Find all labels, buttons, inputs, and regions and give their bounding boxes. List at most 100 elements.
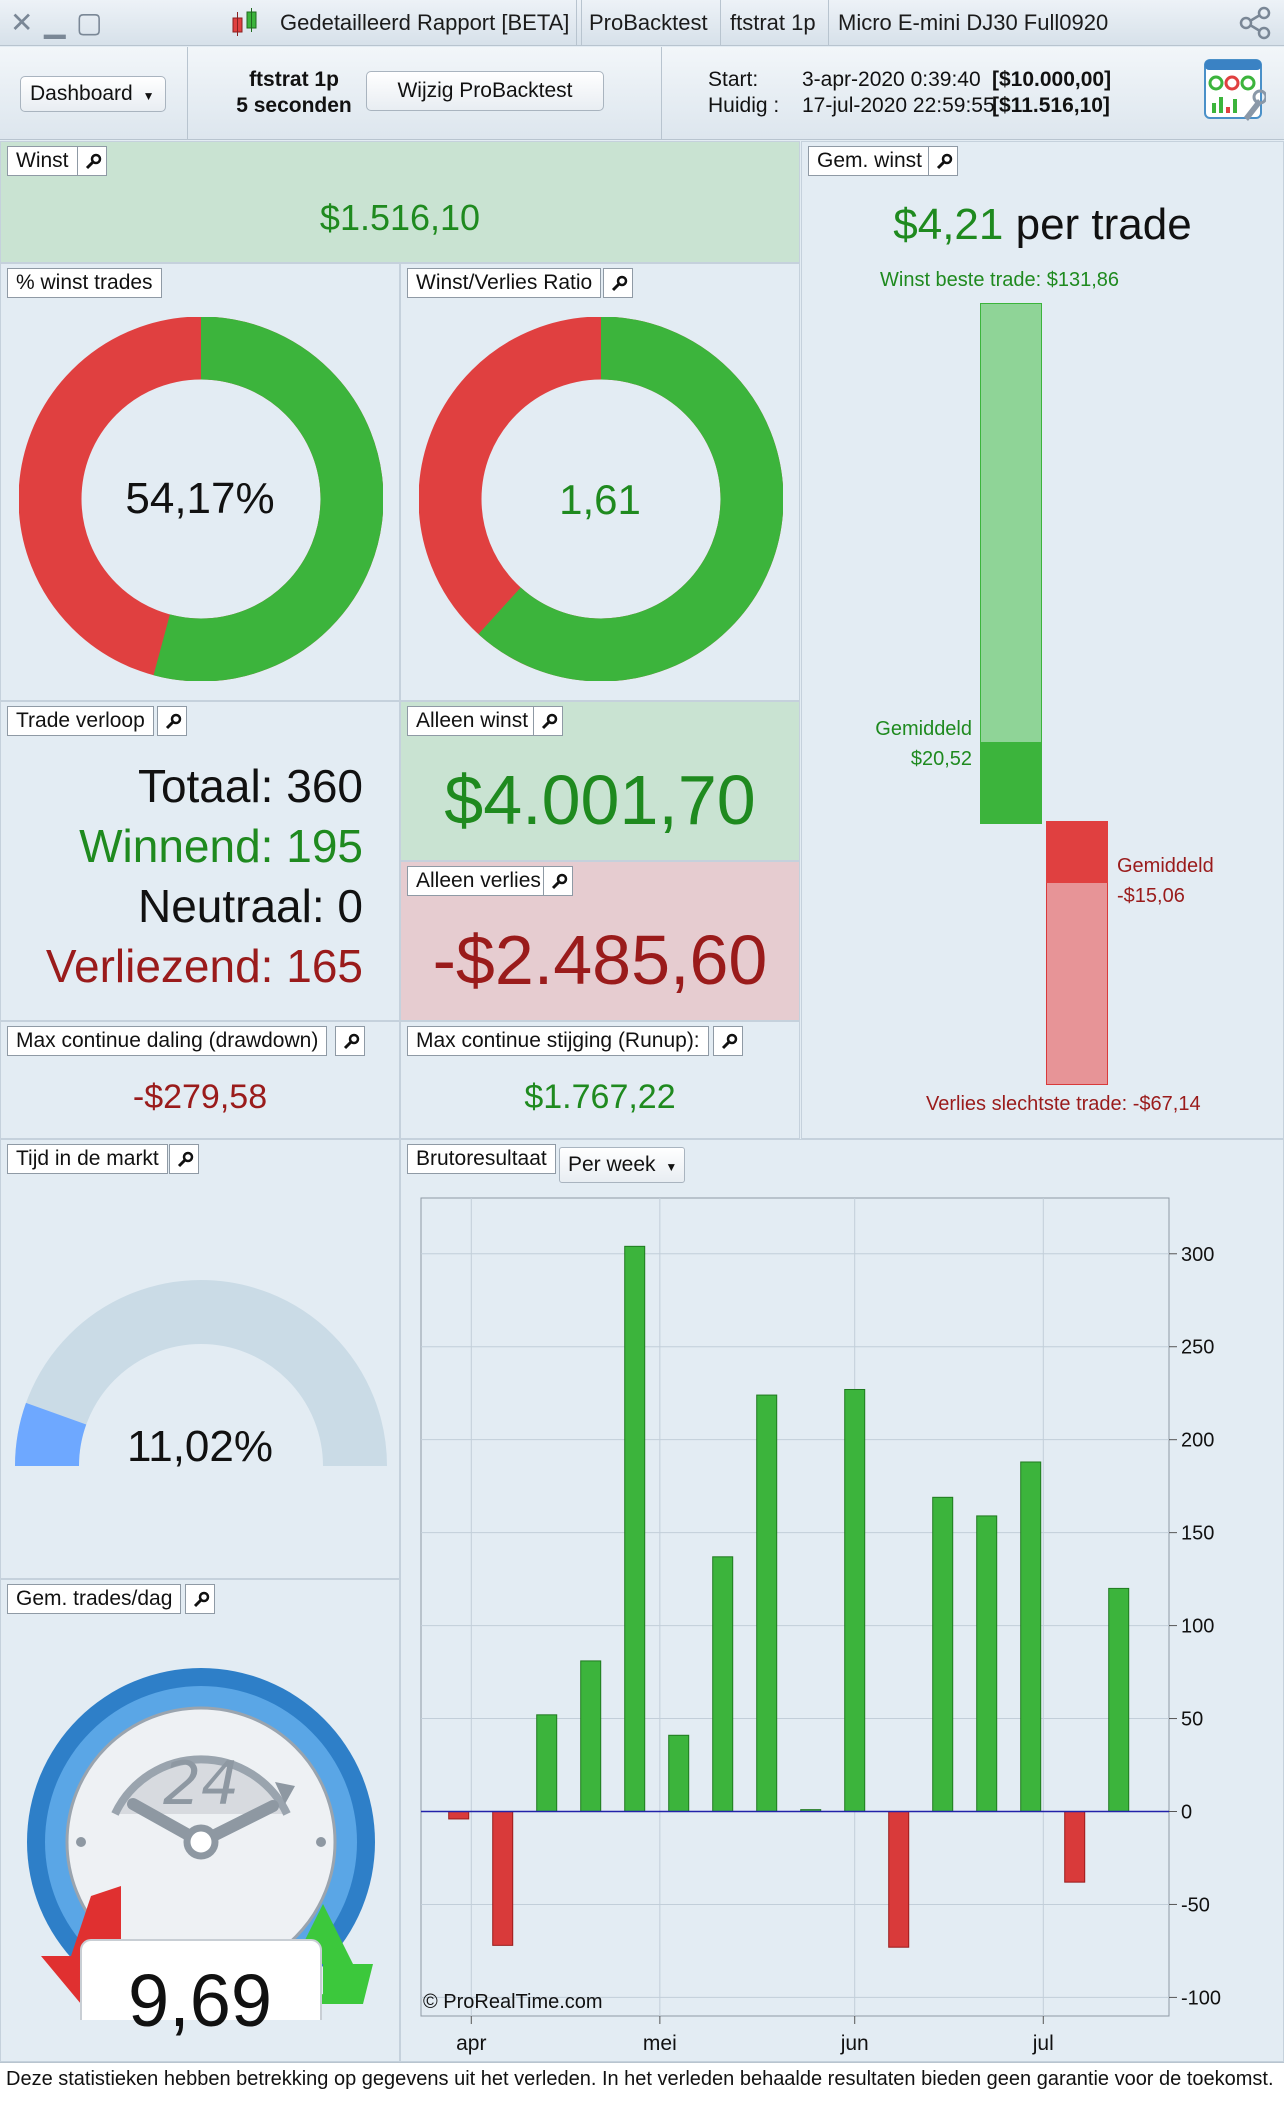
alleen-winst-panel: Alleen winst $4.001,70	[400, 701, 800, 861]
x-tick-label: jun	[840, 2032, 869, 2055]
neutral-trades: Neutraal: 0	[137, 880, 363, 932]
winning-trades: Winnend: 195	[79, 820, 363, 872]
current-capital: [$11.516,10]	[992, 94, 1110, 117]
chart-bar	[668, 1734, 690, 1813]
pct-winst-donut	[19, 317, 383, 681]
edit-probacktest-button[interactable]: Wijzig ProBacktest	[366, 71, 604, 111]
tijd-markt-panel: Tijd in de markt 11,02%	[0, 1139, 400, 1579]
chart-bar	[1108, 1587, 1130, 1812]
report-settings-icon[interactable]	[1204, 59, 1266, 123]
tab-probacktest[interactable]: ProBacktest	[576, 0, 721, 46]
drawdown-label: Max continue daling (drawdown)	[7, 1026, 328, 1056]
wv-ratio-value: 1,61	[559, 476, 641, 523]
y-tick-label: -50	[1181, 1894, 1210, 1916]
losing-trades: Verliezend: 165	[45, 940, 363, 992]
wrench-icon[interactable]	[713, 1026, 743, 1056]
share-icon[interactable]	[1238, 6, 1272, 40]
alleen-verlies-panel: Alleen verlies -$2.485,60	[400, 861, 800, 1021]
tab-report[interactable]: Gedetailleerd Rapport [BETA]	[268, 0, 583, 46]
trade-counts: Totaal: 360 Winnend: 195 Neutraal: 0 Ver…	[46, 756, 363, 996]
y-tick-label: 0	[1181, 1802, 1192, 1824]
chart-bar	[976, 1515, 998, 1812]
avg-loss-info: Gemiddeld -$15,06	[1117, 851, 1214, 911]
trades-dag-label: Gem. trades/dag	[7, 1584, 182, 1614]
y-tick-label: -100	[1181, 1987, 1221, 2009]
avg-loss-label: Gemiddeld	[1117, 855, 1214, 877]
chart-bar	[1064, 1811, 1086, 1883]
chart-bar	[712, 1556, 734, 1812]
wrench-icon[interactable]	[533, 706, 563, 736]
gauge-fill	[14, 1402, 87, 1467]
avg-loss-bar	[1046, 821, 1108, 883]
y-tick-label: 250	[1181, 1337, 1214, 1359]
drawdown-value: -$279,58	[132, 1078, 268, 1116]
wrench-icon[interactable]	[335, 1026, 365, 1056]
y-tick-label: 50	[1181, 1709, 1203, 1731]
avg-trade-suffix: per trade	[1003, 200, 1192, 249]
avg-win-info: Gemiddeld $20,52	[802, 714, 972, 774]
chart-bar	[580, 1660, 602, 1812]
title-bar: ✕ ▁ ▢ Gedetailleerd Rapport [BETA] ProBa…	[0, 0, 1284, 46]
maximize-icon[interactable]: ▢	[76, 7, 103, 38]
x-tick-label: apr	[456, 2032, 486, 2055]
avg-trade: $4,21 per trade	[802, 200, 1283, 250]
chart-bar	[888, 1811, 910, 1948]
alleen-verlies-label: Alleen verlies	[407, 866, 550, 896]
bruto-label: Brutoresultaat	[407, 1144, 556, 1174]
minimize-icon[interactable]: ▁	[44, 7, 66, 38]
wv-ratio-panel: Winst/Verlies Ratio 1,61	[400, 263, 800, 701]
alleen-verlies-value: -$2.485,60	[432, 921, 768, 999]
tijd-markt-value: 11,02%	[127, 1422, 273, 1471]
pct-winst-value: 54,17%	[125, 474, 275, 523]
start-capital: [$10.000,00]	[992, 68, 1112, 91]
avg-trade-value: $4,21	[893, 200, 1004, 249]
chart-bar	[932, 1496, 954, 1812]
current-date: 17-jul-2020 22:59:55	[802, 94, 995, 117]
gauge-track	[15, 1280, 387, 1467]
strategy-name: ftstrat 1p	[249, 68, 339, 91]
wrench-icon[interactable]	[185, 1584, 215, 1614]
alleen-winst-value: $4.001,70	[444, 761, 756, 839]
donut-win-arc	[419, 317, 783, 681]
tab-strategy[interactable]: ftstrat 1p	[718, 0, 829, 46]
worst-trade-label: Verlies slechtste trade: -$67,14	[926, 1093, 1201, 1115]
avg-loss-value: -$15,06	[1117, 885, 1185, 907]
divider	[661, 47, 662, 140]
plot-area	[420, 1197, 1170, 2017]
chart-watermark: © ProRealTime.com	[423, 1991, 603, 2013]
period-dropdown[interactable]: Per week ▼	[559, 1147, 685, 1183]
bruto-panel: Brutoresultaat Per week ▼ apr mei jun jul 30…	[400, 1139, 1284, 2062]
winst-label: Winst	[7, 146, 78, 176]
chart-bar	[624, 1245, 646, 1812]
total-trades: Totaal: 360	[137, 760, 363, 812]
wv-ratio-donut	[419, 317, 783, 681]
chart-bar	[756, 1394, 778, 1812]
wrench-icon[interactable]	[928, 146, 958, 176]
clock-label: 24	[163, 1749, 239, 1819]
wrench-icon[interactable]	[603, 268, 633, 298]
trade-verloop-label: Trade verloop	[7, 706, 154, 736]
wrench-icon[interactable]	[157, 706, 187, 736]
pct-winst-label: % winst trades	[7, 268, 162, 298]
dashboard-dropdown[interactable]: Dashboard ▼	[20, 76, 166, 112]
close-icon[interactable]: ✕	[10, 7, 34, 38]
runup-value: $1.767,22	[524, 1078, 676, 1116]
candlestick-icon	[232, 8, 257, 36]
chart-bar	[844, 1388, 866, 1812]
toolbar: Dashboard ▼ ftstrat 1p 5 seconden Wijzig…	[0, 47, 1284, 140]
wrench-icon[interactable]	[77, 146, 107, 176]
start-label: Start:	[708, 68, 759, 91]
divider	[187, 47, 188, 140]
x-tick-label: mei	[643, 2032, 677, 2055]
disclaimer: Deze statistieken hebben betrekking op g…	[0, 2062, 1284, 2120]
gem-winst-panel: Gem. winst $4,21 per trade Winst beste t…	[801, 141, 1284, 1139]
y-tick-label: 150	[1181, 1523, 1214, 1545]
wv-ratio-label: Winst/Verlies Ratio	[407, 268, 602, 298]
tab-instrument[interactable]: Micro E-mini DJ30 Full0920	[838, 10, 1109, 35]
trade-verloop-panel: Trade verloop Totaal: 360 Winnend: 195 N…	[0, 701, 400, 1021]
current-label: Huidig :	[708, 94, 780, 117]
wrench-icon[interactable]	[543, 866, 573, 896]
period-info: Start: 3-apr-2020 0:39:40 [$10.000,00] Hui…	[708, 67, 1111, 119]
wrench-icon[interactable]	[169, 1144, 199, 1174]
x-tick-label: jul	[1032, 2032, 1054, 2055]
